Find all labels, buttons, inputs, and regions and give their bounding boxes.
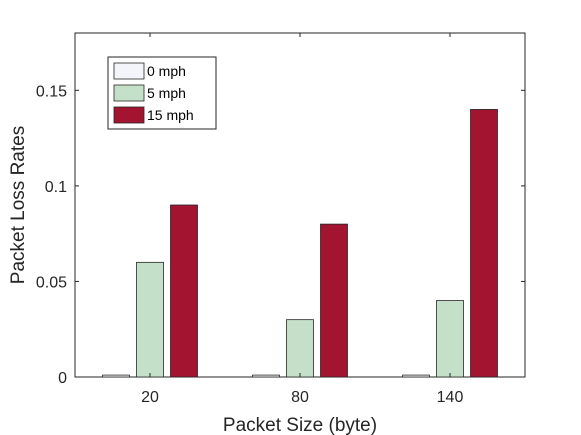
bar <box>170 204 198 378</box>
x-tick-label: 80 <box>291 389 309 406</box>
bar <box>136 261 164 378</box>
x-axis-title: Packet Size (byte) <box>223 415 377 435</box>
x-tick-label: 140 <box>437 389 464 406</box>
y-tick-label: 0.05 <box>36 274 67 291</box>
y-tick-label: 0.1 <box>45 179 67 196</box>
legend-label: 5 mph <box>147 85 186 101</box>
legend-label: 0 mph <box>147 63 186 79</box>
bar <box>436 300 464 378</box>
x-axis-ticks: 20 80 140 <box>141 33 463 406</box>
bar <box>102 374 130 378</box>
y-axis-title: Packet Loss Rates <box>8 126 29 284</box>
y-tick-label: 0 <box>58 370 67 387</box>
legend: 0 mph 5 mph 15 mph <box>107 56 217 130</box>
bar <box>252 374 280 378</box>
bar <box>402 374 430 378</box>
y-tick-label: 0.15 <box>36 83 67 100</box>
legend-swatch <box>113 84 145 102</box>
bars-group <box>102 109 498 378</box>
legend-swatch <box>113 62 145 80</box>
legend-swatch <box>113 106 145 124</box>
y-axis-ticks: 0 0.05 0.1 0.15 <box>36 83 525 387</box>
bar <box>320 223 348 378</box>
x-tick-label: 20 <box>141 389 159 406</box>
bar <box>286 319 314 378</box>
bar <box>470 109 498 378</box>
legend-label: 15 mph <box>147 107 194 123</box>
